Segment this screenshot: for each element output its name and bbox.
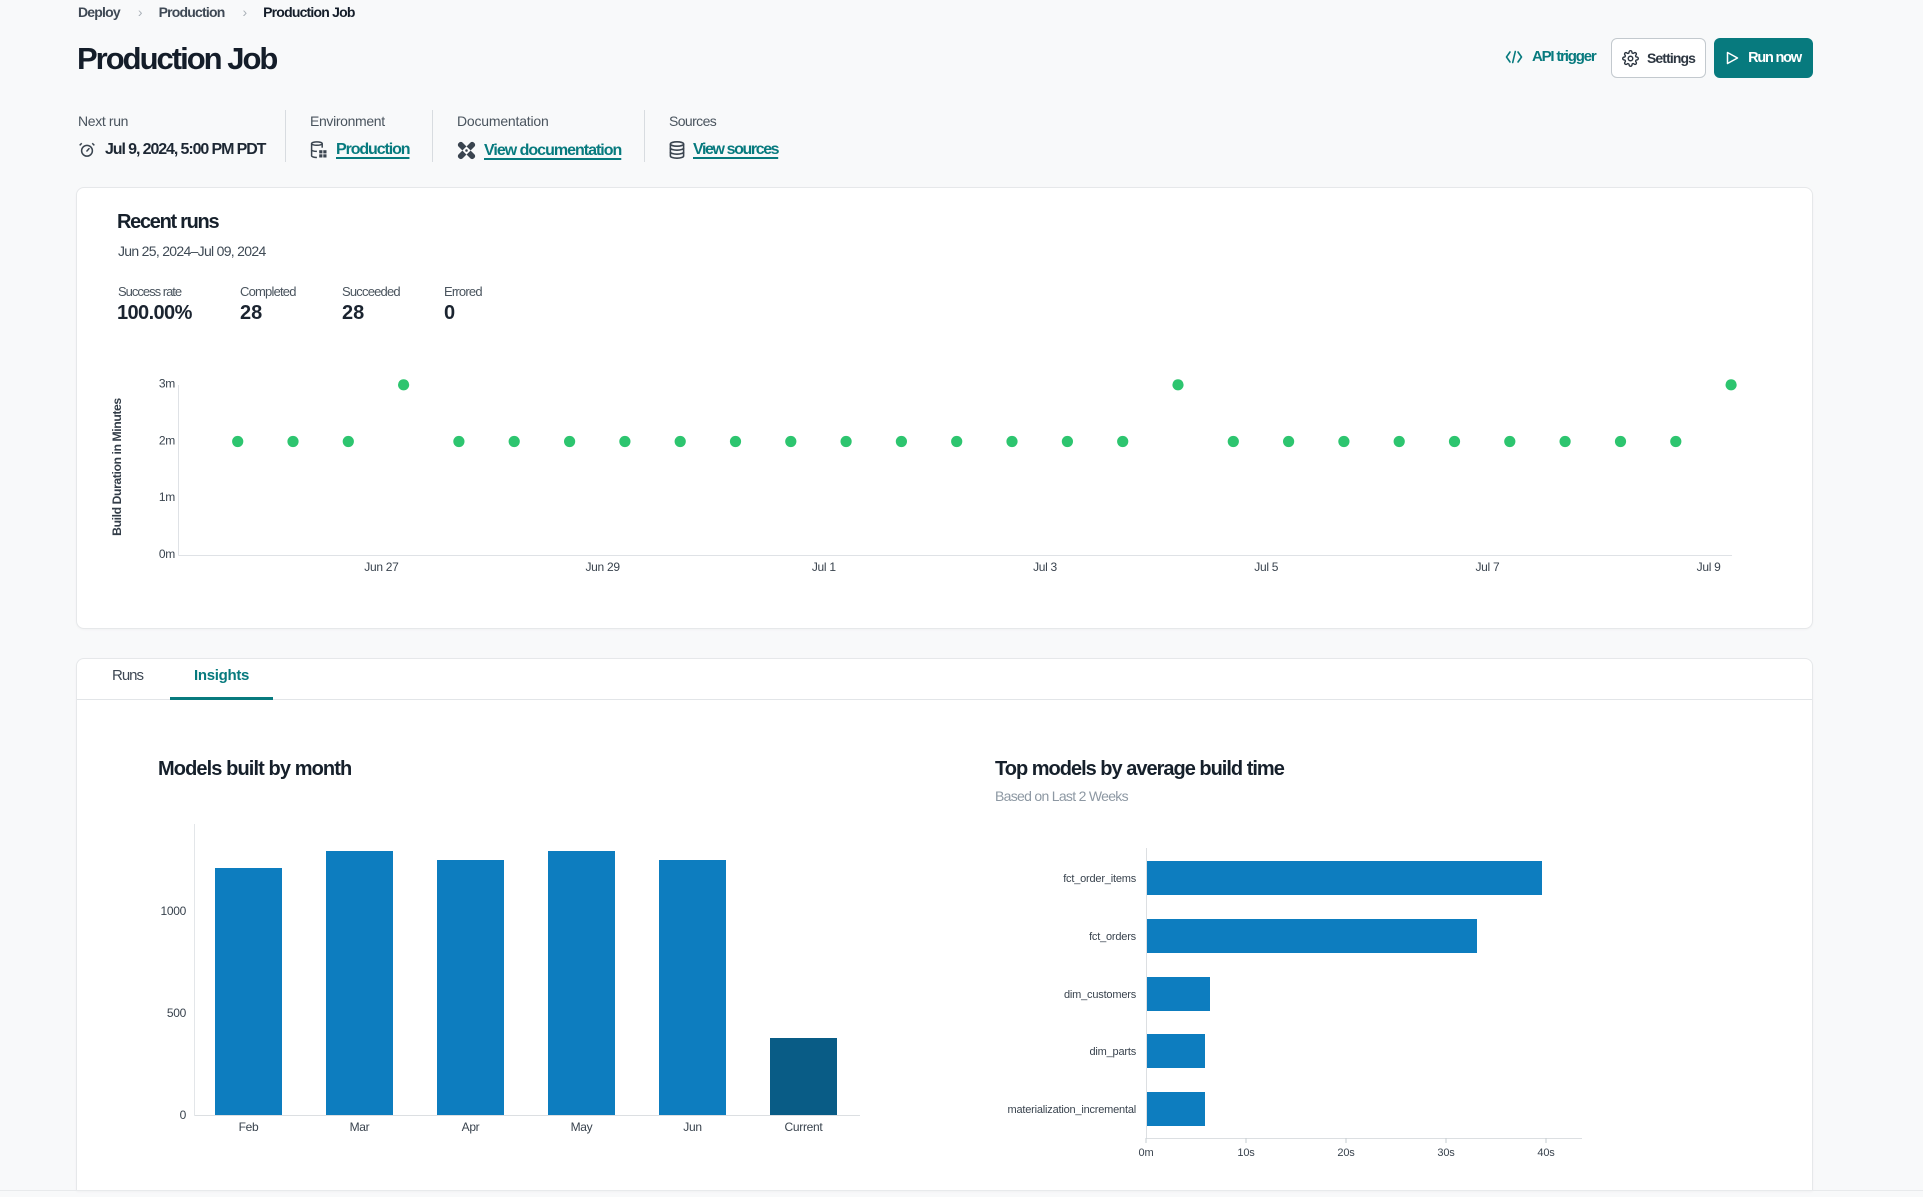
svg-text:3m: 3m: [159, 377, 175, 391]
svg-text:May: May: [571, 1120, 593, 1134]
svg-text:materialization_incremental: materialization_incremental: [1008, 1104, 1137, 1116]
svg-text:1m: 1m: [159, 490, 175, 504]
svg-text:Jun 29: Jun 29: [585, 560, 620, 574]
svg-text:2m: 2m: [159, 433, 175, 447]
svg-text:Mar: Mar: [350, 1120, 370, 1134]
svg-text:Build Duration in Minutes: Build Duration in Minutes: [110, 398, 124, 536]
svg-text:0: 0: [180, 1108, 187, 1122]
svg-text:Jun: Jun: [683, 1120, 701, 1134]
svg-text:fct_orders: fct_orders: [1089, 931, 1137, 943]
svg-text:0m: 0m: [159, 547, 175, 561]
svg-text:Jul 5: Jul 5: [1254, 560, 1278, 574]
svg-text:Jul 7: Jul 7: [1475, 560, 1499, 574]
svg-text:dim_parts: dim_parts: [1090, 1046, 1137, 1058]
svg-text:Jul 3: Jul 3: [1033, 560, 1057, 574]
svg-text:0m: 0m: [1139, 1147, 1154, 1159]
svg-text:40s: 40s: [1537, 1147, 1555, 1159]
svg-text:Jul 9: Jul 9: [1697, 560, 1721, 574]
svg-text:dim_customers: dim_customers: [1064, 989, 1137, 1001]
svg-text:500: 500: [167, 1006, 187, 1020]
svg-text:10s: 10s: [1237, 1147, 1255, 1159]
svg-text:Apr: Apr: [462, 1120, 480, 1134]
svg-text:20s: 20s: [1337, 1147, 1355, 1159]
svg-text:Feb: Feb: [239, 1120, 259, 1134]
svg-text:Jul 1: Jul 1: [812, 560, 836, 574]
svg-text:Jun 27: Jun 27: [364, 560, 399, 574]
svg-text:fct_order_items: fct_order_items: [1063, 873, 1137, 885]
svg-text:1000: 1000: [161, 904, 187, 918]
svg-text:30s: 30s: [1437, 1147, 1455, 1159]
svg-text:Current: Current: [785, 1120, 824, 1134]
